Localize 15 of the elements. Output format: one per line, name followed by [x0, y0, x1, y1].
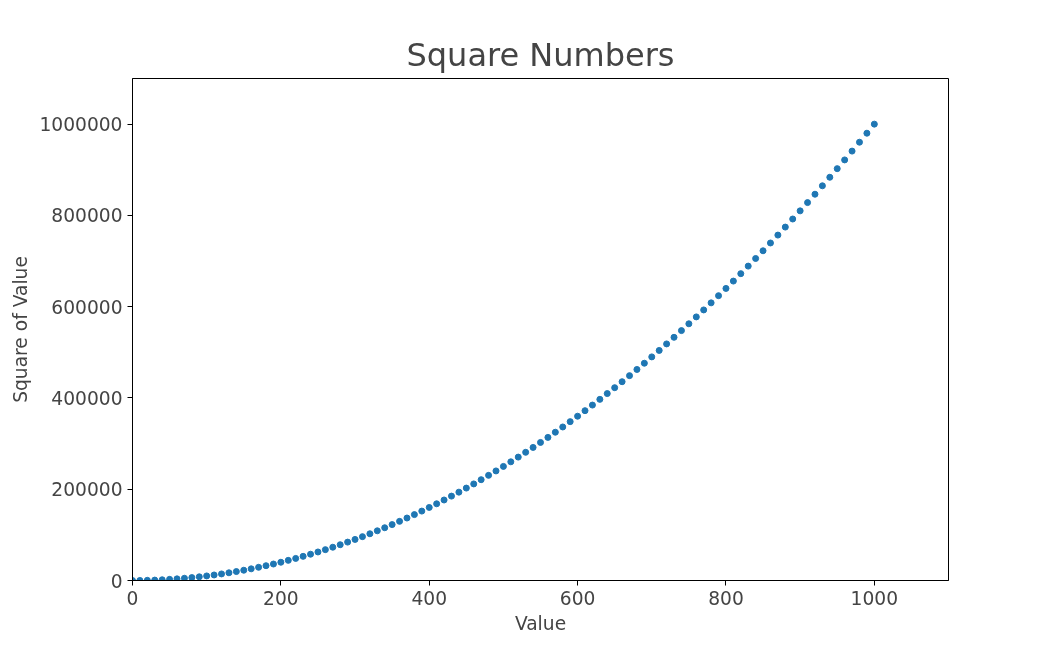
x-tick-label: 800	[708, 587, 744, 609]
chart-title: Square Numbers	[406, 35, 675, 74]
y-tick-label: 400000	[51, 387, 123, 409]
x-tick-label: 0	[126, 587, 139, 609]
y-tick-label: 0	[110, 570, 123, 592]
x-tick-label: 600	[559, 587, 596, 609]
y-axis-title: Square of Value	[10, 256, 32, 403]
x-tick-label: 200	[263, 587, 299, 609]
x-axis-title: Value	[514, 612, 567, 634]
y-tick-label: 600000	[51, 296, 123, 318]
x-tick-label: 400	[411, 587, 448, 609]
y-tick-label: 1000000	[39, 114, 123, 136]
y-tick-label: 200000	[51, 479, 123, 501]
x-tick-label: 1000	[850, 587, 899, 609]
y-tick-label: 800000	[51, 205, 123, 227]
